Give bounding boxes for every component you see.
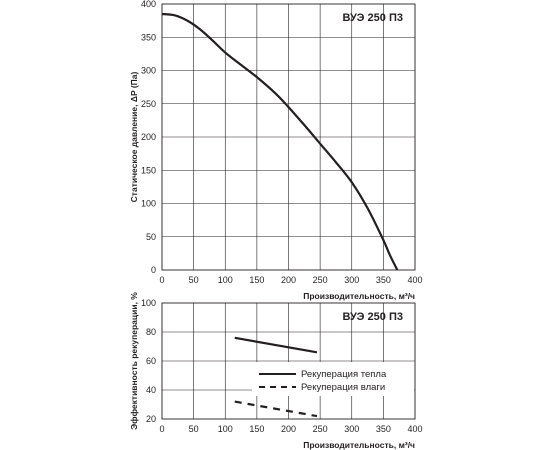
- efficiency-chart-x-ticks: 0 50 100 150 200 250 300 350 400: [159, 424, 422, 434]
- pressure-y-tick-label: 100: [141, 199, 156, 209]
- legend-label-moisture: Рекуперация влаги: [301, 382, 385, 393]
- pressure-y-tick-label: 350: [141, 32, 156, 42]
- efficiency-chart-series: [234, 336, 318, 418]
- pressure-y-tick-label: 200: [141, 132, 156, 142]
- efficiency-y-tick-label: 100: [141, 298, 156, 308]
- pressure-y-tick-label: 250: [141, 99, 156, 109]
- pressure-chart: 0 50 100 150 200 250 300 350 400 0 50 100 150 200 250…: [129, 0, 423, 301]
- pressure-chart-frame: [161, 3, 416, 271]
- pressure-x-tick-label: 150: [249, 275, 264, 285]
- pressure-y-tick-label: 0: [151, 265, 156, 275]
- efficiency-series-0-line: [234, 336, 318, 354]
- efficiency-chart-x-axis-label: Производительность, м³/ч: [303, 440, 415, 450]
- efficiency-y-tick-label: 20: [146, 414, 156, 424]
- efficiency-y-tick-label: 80: [146, 327, 156, 337]
- pressure-chart-y-ticks: 0 50 100 150 200 250 300 350 400: [141, 0, 156, 275]
- pressure-x-tick-label: 350: [376, 275, 391, 285]
- pressure-chart-x-ticks: 0 50 100 150 200 250 300 350 400: [159, 275, 422, 285]
- pressure-chart-series: [161, 12, 399, 271]
- pressure-y-tick-label: 300: [141, 66, 156, 76]
- efficiency-x-tick-label: 100: [218, 424, 233, 434]
- efficiency-y-tick-label: 40: [146, 385, 156, 395]
- efficiency-x-tick-label: 300: [344, 424, 359, 434]
- efficiency-x-tick-label: 350: [376, 424, 391, 434]
- efficiency-chart-legend: Рекуперация тепла Рекуперация влаги: [259, 369, 387, 393]
- pressure-chart-y-axis-label: Статическое давление, ΔP (Па): [129, 72, 139, 203]
- pressure-x-tick-label: 100: [218, 275, 233, 285]
- legend-background: [252, 362, 414, 396]
- pressure-x-tick-label: 400: [407, 275, 422, 285]
- efficiency-x-tick-label: 200: [281, 424, 296, 434]
- pressure-x-tick-label: 50: [189, 275, 199, 285]
- efficiency-chart-y-ticks: 20 40 60 80 100: [141, 298, 156, 424]
- efficiency-chart-title: ВУЭ 250 П3: [342, 311, 403, 323]
- pressure-chart-title: ВУЭ 250 П3: [342, 12, 403, 24]
- pressure-y-tick-label: 400: [141, 0, 156, 9]
- pressure-x-tick-label: 200: [281, 275, 296, 285]
- pressure-x-tick-label: 300: [344, 275, 359, 285]
- pressure-x-tick-label: 250: [313, 275, 328, 285]
- pressure-chart-x-axis-label: Производительность, м³/ч: [303, 291, 415, 301]
- efficiency-y-tick-label: 60: [146, 356, 156, 366]
- pressure-x-tick-label: 0: [159, 275, 164, 285]
- efficiency-x-tick-label: 250: [313, 424, 328, 434]
- pressure-series-0-line: [161, 12, 399, 271]
- efficiency-chart-y-axis-label: Эффективность рекуперации, %: [129, 292, 139, 430]
- pressure-y-tick-label: 150: [141, 165, 156, 175]
- legend-label-heat: Рекуперация тепла: [301, 369, 387, 380]
- efficiency-chart: 0 50 100 150 200 250 300 350 400 20 40 60 80 100 Рек…: [129, 292, 423, 450]
- efficiency-x-tick-label: 0: [159, 424, 164, 434]
- efficiency-x-tick-label: 50: [189, 424, 199, 434]
- efficiency-series-1-line: [234, 400, 318, 418]
- pressure-y-tick-label: 50: [146, 232, 156, 242]
- efficiency-x-tick-label: 400: [407, 424, 422, 434]
- pressure-chart-grid: [161, 3, 416, 271]
- efficiency-x-tick-label: 150: [249, 424, 264, 434]
- efficiency-chart-frame: [161, 302, 416, 420]
